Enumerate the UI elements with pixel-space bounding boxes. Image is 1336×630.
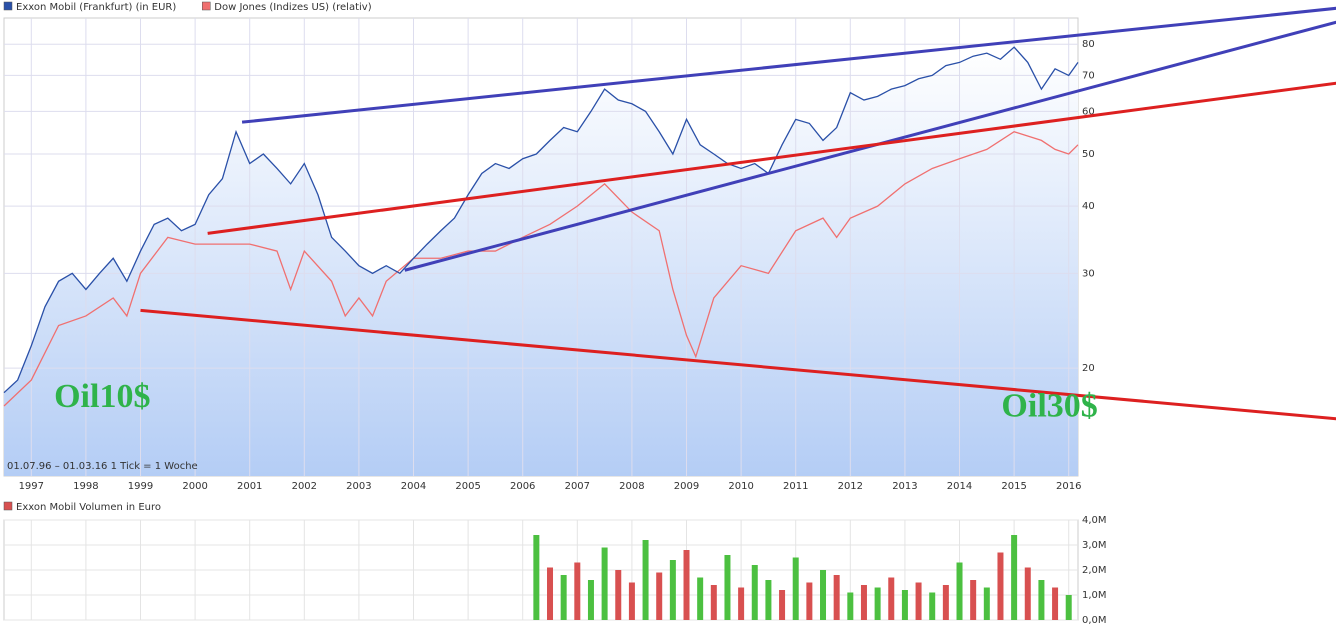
x-tick-label: 1998: [73, 481, 98, 492]
footer: 01.07.96 – 01.03.16 1 Tick = 1 Woche: [7, 461, 198, 472]
volume-bar: [956, 562, 963, 620]
volume-bar: [615, 570, 622, 620]
trend-line: [140, 308, 1336, 421]
volume-tick-label: 2,0M: [1082, 565, 1107, 576]
volume-bar: [1011, 535, 1018, 620]
x-tick-label: 2000: [182, 481, 207, 492]
legend-swatch: [202, 1, 211, 11]
x-tick-label: 2004: [401, 481, 426, 492]
volume-bar: [533, 535, 540, 620]
x-tick-label: 1999: [128, 481, 153, 492]
x-tick-label: 2001: [237, 481, 262, 492]
x-tick-label: 2011: [783, 481, 808, 492]
series-line: [3, 131, 1079, 407]
y-tick-label: 40: [1082, 201, 1095, 212]
legend-swatch: [3, 1, 13, 11]
x-tick-label: 2003: [346, 481, 371, 492]
volume-bar: [983, 587, 990, 620]
x-tick-label: 1997: [19, 481, 44, 492]
volume-bar: [738, 587, 745, 620]
x-tick-label: 2007: [565, 481, 590, 492]
x-tick-label: 2014: [947, 481, 972, 492]
x-tick-label: 2009: [674, 481, 699, 492]
volume-bar: [574, 562, 581, 620]
volume-bar: [642, 540, 649, 620]
volume-bar: [942, 585, 949, 620]
legend-label: Dow Jones (Indizes US) (relativ): [214, 2, 371, 13]
x-tick-label: 2006: [510, 481, 535, 492]
volume-bar: [601, 547, 608, 620]
volume-bar: [751, 565, 758, 620]
y-tick-label: 60: [1082, 106, 1095, 117]
volume-title: Exxon Mobil Volumen in Euro: [16, 502, 161, 513]
trend-line: [207, 81, 1336, 235]
volume-bar: [915, 582, 922, 620]
x-tick-label: 2013: [892, 481, 917, 492]
volume-bar: [820, 570, 827, 620]
volume-tick-label: 4,0M: [1082, 515, 1107, 526]
x-tick-label: 2010: [728, 481, 753, 492]
x-tick-label: 2012: [838, 481, 863, 492]
volume-tick-label: 3,0M: [1082, 540, 1107, 551]
legend-swatch: [3, 501, 13, 511]
volume-bar: [929, 592, 936, 620]
volume-bar: [779, 590, 786, 620]
volume-tick-label: 0,0M: [1082, 615, 1107, 626]
volume-bar: [587, 580, 594, 620]
volume-tick-label: 1,0M: [1082, 590, 1107, 601]
annotation: Oil10$: [54, 378, 150, 415]
y-tick-label: 30: [1082, 268, 1095, 279]
volume-bar: [1038, 580, 1045, 620]
series-line: [3, 46, 1079, 394]
annotation: Oil30$: [1001, 388, 1097, 425]
volume-bar: [847, 592, 854, 620]
legend-label: Exxon Mobil (Frankfurt) (in EUR): [16, 2, 176, 13]
y-tick-label: 20: [1082, 363, 1095, 374]
y-tick-label: 50: [1082, 149, 1095, 160]
volume-bar: [874, 587, 881, 620]
volume-bar: [792, 557, 799, 620]
volume-bar: [1065, 595, 1072, 620]
volume-bar: [724, 555, 731, 620]
y-tick-label: 70: [1082, 70, 1095, 81]
x-tick-label: 2015: [1001, 481, 1026, 492]
y-tick-label: 80: [1082, 39, 1095, 50]
volume-bar: [970, 580, 977, 620]
x-tick-label: 2008: [619, 481, 644, 492]
volume-bar: [628, 582, 635, 620]
volume-bar: [860, 585, 867, 620]
volume-bar: [669, 560, 676, 620]
volume-bar: [888, 577, 895, 620]
x-tick-label: 2016: [1056, 481, 1081, 492]
volume-bar: [1024, 567, 1031, 620]
volume-bar: [656, 572, 663, 620]
volume-bar: [997, 552, 1004, 620]
volume-bar: [901, 590, 908, 620]
volume-bar: [765, 580, 772, 620]
volume-bar: [560, 575, 567, 620]
volume-bar: [806, 582, 813, 620]
volume-bar: [710, 585, 717, 620]
volume-bar: [1052, 587, 1059, 620]
volume-bar: [697, 577, 704, 620]
x-tick-label: 2002: [292, 481, 317, 492]
trend-line: [241, 6, 1336, 124]
x-tick-label: 2005: [455, 481, 480, 492]
volume-bar: [683, 550, 690, 620]
volume-bar: [833, 575, 840, 620]
volume-bar: [547, 567, 554, 620]
